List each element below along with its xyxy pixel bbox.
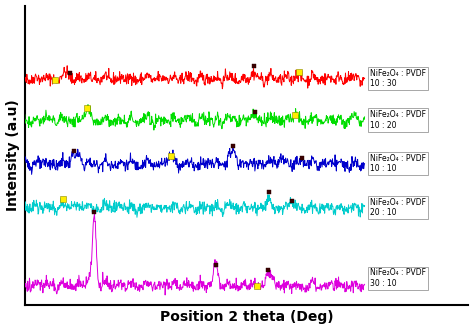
Y-axis label: Intensity (a.u): Intensity (a.u) [6,99,19,211]
X-axis label: Position 2 theta (Deg): Position 2 theta (Deg) [160,311,334,324]
Text: NiFe₂O₄ : PVDF
10 : 10: NiFe₂O₄ : PVDF 10 : 10 [370,154,426,174]
Text: NiFe₂O₄ : PVDF
30 : 10: NiFe₂O₄ : PVDF 30 : 10 [370,268,426,288]
Text: NiFe₂O₄ : PVDF
10 : 20: NiFe₂O₄ : PVDF 10 : 20 [370,110,426,130]
Text: NiFe₂O₄ : PVDF
20 : 10: NiFe₂O₄ : PVDF 20 : 10 [370,198,426,217]
Text: NiFe₂O₄ : PVDF
10 : 30: NiFe₂O₄ : PVDF 10 : 30 [370,69,426,88]
